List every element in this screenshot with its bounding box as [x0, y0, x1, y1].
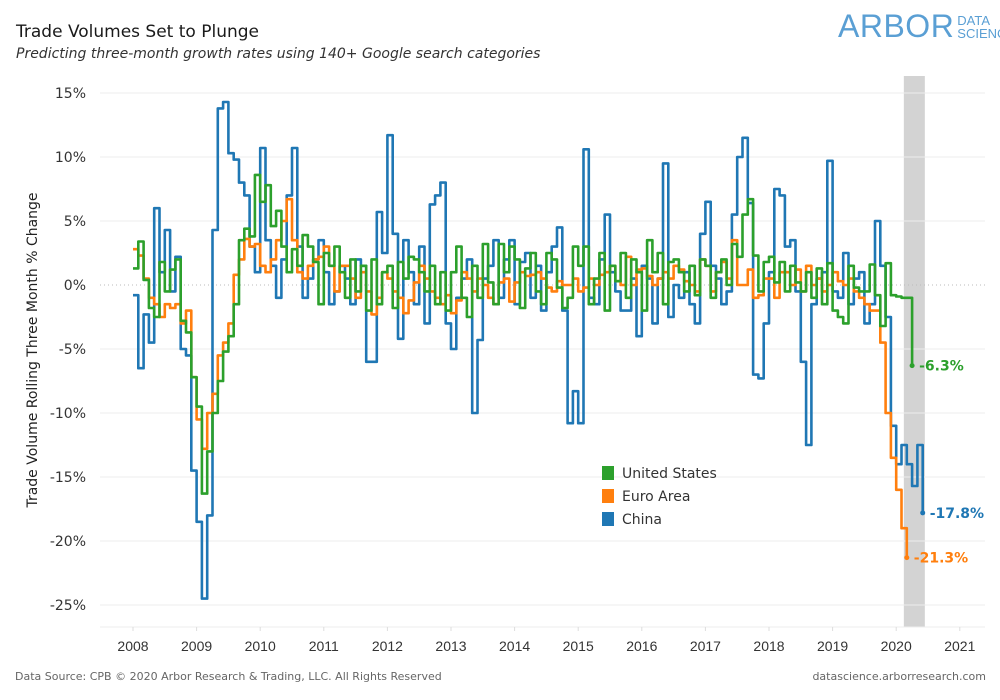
end-label-euro-area: -21.3% [914, 551, 968, 567]
legend-swatch [602, 512, 614, 526]
x-tick-label: 2014 [499, 638, 530, 654]
grid-layer [100, 92, 985, 628]
legend-swatch [602, 466, 614, 480]
x-tick-label: 2010 [245, 638, 276, 654]
shade-layer [903, 76, 925, 627]
legend-label: Euro Area [622, 489, 690, 505]
end-marker [909, 363, 915, 369]
forecast-band [903, 76, 925, 627]
y-axis-ticks: 15% 10% 5% 0% -5% -10% -15% -20% -25% [50, 86, 86, 614]
arbor-logo: ARBOR DATA SCIENCE [838, 8, 1000, 45]
chart-title: Trade Volumes Set to Plunge [16, 22, 259, 42]
series-line-united-states [133, 173, 914, 495]
y-tick-label: -5% [59, 342, 86, 358]
y-axis-label: Trade Volume Rolling Three Month % Chang… [25, 192, 41, 508]
x-tick-label: 2013 [435, 638, 466, 654]
y-tick-label: -15% [50, 470, 86, 486]
logo-main: ARBOR [838, 8, 955, 44]
series-line-euro-area [133, 197, 909, 558]
y-tick-label: 15% [55, 86, 86, 102]
x-tick-label: 2009 [181, 638, 212, 654]
y-tick-label: -20% [50, 534, 86, 550]
x-tick-label: 2019 [817, 638, 848, 654]
x-tick-label: 2020 [881, 638, 912, 654]
end-marker [904, 555, 910, 561]
x-axis-ticks: 2008 2009 2010 2011 2012 2013 2014 2015 2016 2017… [117, 627, 976, 654]
x-tick-label: 2015 [563, 638, 594, 654]
legend-label: United States [622, 466, 717, 482]
series-layer [133, 100, 924, 600]
logo-line1: DATA [957, 12, 991, 28]
end-marker [920, 510, 926, 516]
logo-sub: DATA SCIENCE [957, 14, 1000, 40]
y-tick-label: 5% [64, 214, 86, 230]
x-tick-label: 2021 [944, 638, 975, 654]
y-tick-label: -25% [50, 598, 86, 614]
legend: United States Euro Area China [602, 466, 717, 528]
legend-swatch [602, 489, 614, 503]
end-label-united-states: -6.3% [919, 359, 964, 375]
footer-source: Data Source: CPB © 2020 Arbor Research &… [15, 670, 442, 683]
x-tick-label: 2008 [117, 638, 148, 654]
legend-label: China [622, 512, 662, 528]
footer-url[interactable]: datascience.arborresearch.com [812, 670, 986, 683]
chart-subtitle: Predicting three-month growth rates usin… [16, 46, 541, 62]
series-line-china [133, 100, 924, 600]
y-tick-label: -10% [50, 406, 86, 422]
y-tick-label: 0% [64, 278, 86, 294]
end-labels: -6.3% -21.3% -17.8% [904, 359, 984, 567]
x-tick-label: 2017 [690, 638, 721, 654]
y-tick-label: 10% [55, 150, 86, 166]
x-tick-label: 2011 [309, 638, 339, 654]
x-tick-label: 2012 [372, 638, 403, 654]
x-tick-label: 2018 [753, 638, 784, 654]
logo-line2: SCIENCE [957, 25, 1000, 41]
x-tick-label: 2016 [626, 638, 657, 654]
end-label-china: -17.8% [930, 506, 984, 522]
